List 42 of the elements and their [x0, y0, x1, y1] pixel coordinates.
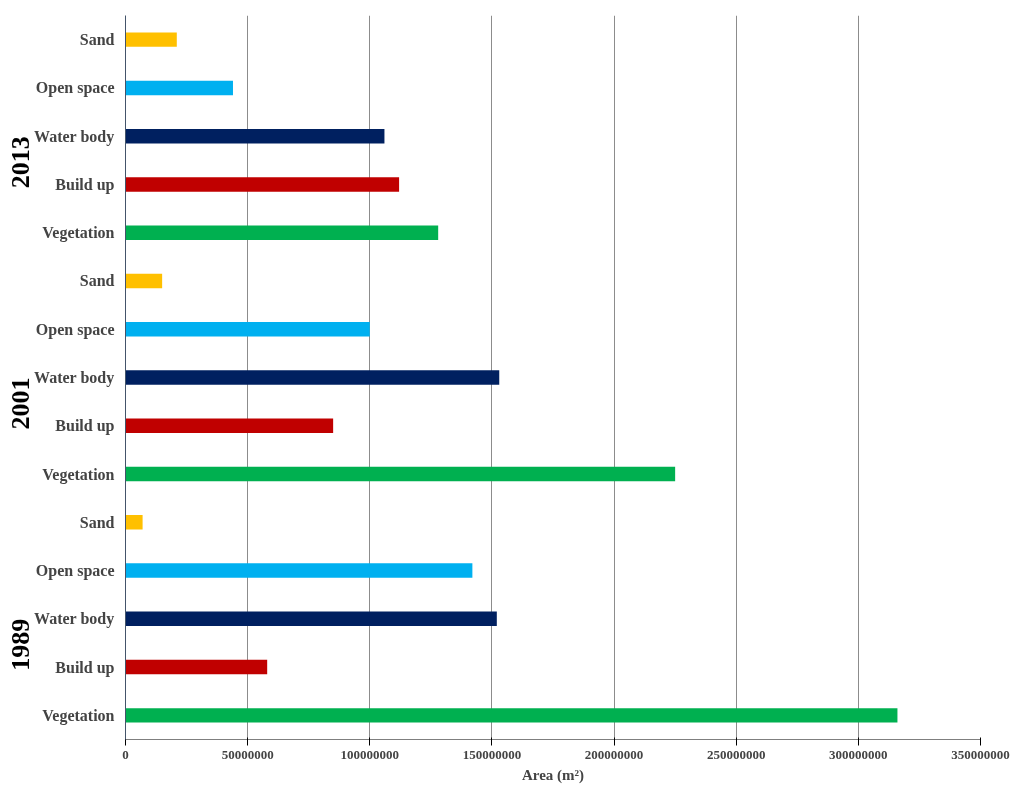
- bar: [125, 273, 163, 289]
- y-tick-label: Sand: [79, 513, 115, 531]
- bar: [125, 80, 233, 96]
- y-tick-label: Water body: [34, 369, 115, 387]
- x-tick-label: 100000000: [340, 746, 400, 762]
- bar: [125, 32, 177, 47]
- y-tick-label: Build up: [55, 175, 115, 194]
- bar: [125, 177, 400, 192]
- bar: [125, 370, 500, 385]
- bar: [125, 708, 898, 723]
- x-tick-label: 200000000: [584, 746, 644, 762]
- bar: [125, 611, 497, 627]
- x-tick-label: 0: [122, 746, 129, 762]
- bar: [125, 128, 385, 144]
- x-tick-label: 150000000: [462, 746, 522, 762]
- x-tick-label: 350000000: [951, 746, 1010, 762]
- y-tick-label: Vegetation: [42, 465, 115, 484]
- text: 2013: [6, 136, 35, 189]
- y-tick-label: Build up: [55, 658, 115, 677]
- x-tick-label: 300000000: [829, 746, 888, 762]
- y-tick-label: Sand: [79, 31, 115, 49]
- bar: [125, 466, 676, 482]
- x-axis-title: Area (m²): [521, 766, 585, 784]
- bar: [125, 418, 334, 434]
- y-tick-label: Open space: [35, 320, 115, 339]
- bar: [125, 321, 370, 337]
- y-tick-label: Water body: [34, 127, 115, 146]
- y-tick-label: Vegetation: [42, 224, 115, 243]
- y-tick-label: Open space: [35, 562, 115, 581]
- y-tick-label: Open space: [35, 79, 115, 98]
- text: 2001: [6, 377, 35, 430]
- bar: [125, 563, 473, 578]
- y-tick-label: Water body: [34, 610, 115, 629]
- text: 1989: [6, 618, 35, 671]
- bar: [125, 515, 143, 530]
- y-tick-label: Build up: [55, 417, 115, 436]
- y-tick-label: Sand: [79, 272, 115, 290]
- bar: [125, 225, 439, 240]
- x-tick-label: 50000000: [221, 746, 274, 762]
- y-tick-label: Vegetation: [42, 706, 115, 725]
- bar: [125, 659, 268, 675]
- x-tick-label: 250000000: [706, 746, 766, 762]
